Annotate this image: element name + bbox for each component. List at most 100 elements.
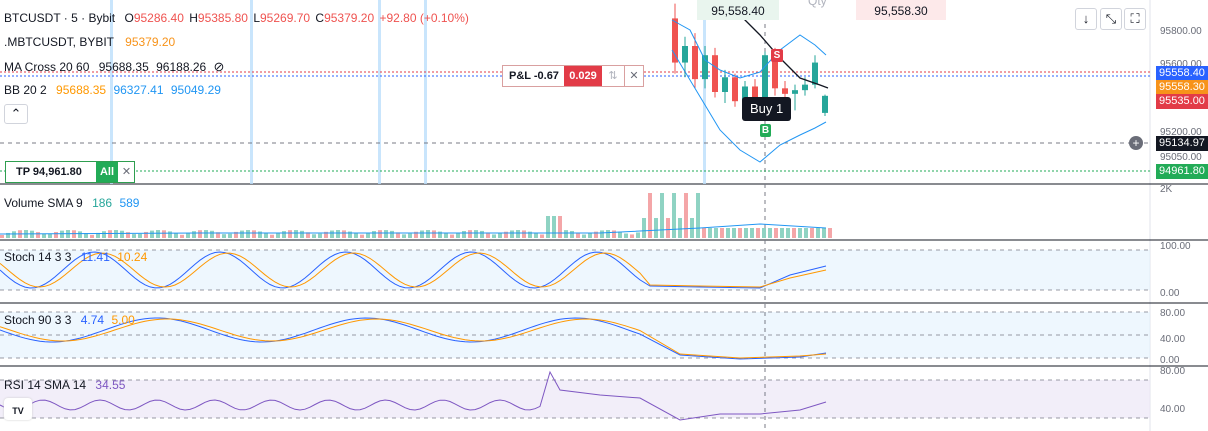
stoch90-legend: Stoch 90 3 3 4.74 5.00 [4, 313, 135, 327]
ohlc-o-value: 95286.40 [133, 11, 184, 25]
volume-bar [792, 228, 796, 238]
volume-bar [450, 234, 454, 238]
volume-bar [462, 231, 466, 238]
rsi-tick: 40.00 [1160, 404, 1186, 415]
ohlc-c-label: C [315, 11, 325, 25]
rsi-band [0, 380, 1150, 418]
ma-cross-legend: MA Cross 20 60 95688.35 96188.26 ⊘ [4, 59, 224, 75]
arrows-updown-icon[interactable]: ⇅ [608, 70, 618, 82]
stoch90-k: 4.74 [80, 313, 105, 327]
volume-bar [744, 228, 748, 238]
ma-label[interactable]: MA Cross 20 60 [4, 60, 90, 74]
price-tick: 95600.00 [1160, 59, 1202, 70]
volume-bar [0, 235, 4, 238]
volume-bar [366, 232, 370, 238]
volume-bar [438, 231, 442, 238]
buy-marker[interactable]: B [760, 124, 771, 137]
hide-icon[interactable]: ⊘ [213, 59, 225, 74]
bb-value-1: 95688.35 [56, 83, 107, 97]
volume-bar [102, 231, 106, 238]
volume-bar [720, 228, 724, 238]
volume-bar [78, 231, 82, 238]
plus-circle-icon[interactable]: + [1129, 136, 1143, 150]
volume-bar [264, 233, 268, 238]
volume-bar [504, 231, 508, 238]
expand-icon[interactable]: ⤡ [1100, 8, 1122, 30]
volume-bar [474, 230, 478, 238]
volume-bar [774, 228, 778, 238]
volume-bar [672, 193, 676, 238]
volume-bar [270, 234, 274, 238]
volume-bar [642, 218, 646, 238]
position-pnl-widget[interactable]: P&L -0.67 0.029 ⇅ ✕ [502, 65, 644, 87]
candle-body [732, 77, 738, 102]
pnl-label: P&L -0.67 [509, 70, 559, 82]
stoch14-tick: 100.00 [1160, 241, 1191, 252]
stoch14-label[interactable]: Stoch 14 3 3 [4, 250, 72, 264]
volume-bar [378, 230, 382, 238]
volume-bar [150, 230, 154, 238]
sell-marker[interactable]: S [771, 49, 783, 62]
fullscreen-icon[interactable]: ⛶ [1124, 8, 1146, 30]
bb-label[interactable]: BB 20 2 [4, 83, 47, 97]
buy-tooltip: Buy 1 [742, 97, 792, 121]
volume-bar [216, 232, 220, 238]
tp-label: TP 94,961.80 [16, 166, 82, 178]
buy-price-box[interactable]: 95,558.40 [697, 0, 779, 20]
stoch90-label[interactable]: Stoch 90 3 3 [4, 313, 72, 327]
price-tag-mark: 95558.30 [1156, 80, 1208, 95]
price-tick: 95200.00 [1160, 127, 1202, 138]
stoch90-tick: 0.00 [1160, 355, 1180, 366]
take-profit-widget[interactable]: TP 94,961.80 All ✕ [5, 161, 135, 183]
rsi-label[interactable]: RSI 14 SMA 14 [4, 378, 87, 392]
volume-bar [210, 230, 214, 238]
volume-bar [360, 234, 364, 238]
volume-bar [522, 230, 526, 238]
ohlc-change: +92.80 (+0.10%) [379, 11, 469, 25]
tp-all-button[interactable]: All [96, 162, 118, 182]
volume-bar [732, 228, 736, 238]
position-qty[interactable]: 0.029 [564, 66, 602, 86]
volume-bar [54, 232, 58, 238]
stoch14-d: 10.24 [117, 250, 148, 264]
volume-bar [708, 228, 712, 238]
volume-axis-tick: 2K [1160, 184, 1173, 195]
close-icon[interactable]: ✕ [624, 66, 643, 86]
main-legend: BTCUSDT · 5 · Bybit O95286.40 H95385.80 … [4, 11, 469, 25]
volume-label[interactable]: Volume SMA 9 [4, 196, 83, 210]
volume-bar [444, 233, 448, 238]
volume-bar [48, 233, 52, 238]
volume-bar [540, 234, 544, 238]
volume-bar [384, 230, 388, 238]
volume-bar [696, 193, 700, 238]
arrow-down-icon[interactable]: ↓ [1075, 8, 1097, 30]
volume-bar [42, 233, 46, 238]
symbol-name[interactable]: BTCUSDT · 5 · Bybit [4, 11, 116, 25]
volume-bar [726, 228, 730, 238]
volume-bar [570, 230, 574, 238]
close-icon[interactable]: ✕ [121, 166, 132, 178]
volume-bar [318, 233, 322, 238]
volume-bar [114, 230, 118, 238]
volume-bar [618, 231, 622, 238]
stoch90-d-line [0, 318, 827, 359]
volume-bar [84, 233, 88, 238]
mark-symbol[interactable]: .MBTCUSDT, BYBIT [4, 35, 114, 49]
volume-bar [498, 233, 502, 238]
chevron-up-icon[interactable]: ⌃ [4, 104, 28, 124]
stoch14-d-line [0, 252, 827, 288]
price-tag-last: 95535.00 [1156, 94, 1208, 109]
volume-bar [630, 234, 634, 238]
sell-price-box[interactable]: 95,558.30 [856, 0, 946, 20]
volume-bar [396, 232, 400, 238]
volume-bar [6, 232, 10, 238]
candle-body [672, 18, 678, 63]
volume-bar [456, 232, 460, 238]
volume-bar [516, 230, 520, 238]
stoch90-d: 5.00 [111, 313, 135, 327]
tradingview-logo[interactable]: TV [4, 398, 32, 420]
volume-bar [156, 230, 160, 238]
volume-bar [810, 228, 814, 238]
candle-body [692, 46, 698, 80]
